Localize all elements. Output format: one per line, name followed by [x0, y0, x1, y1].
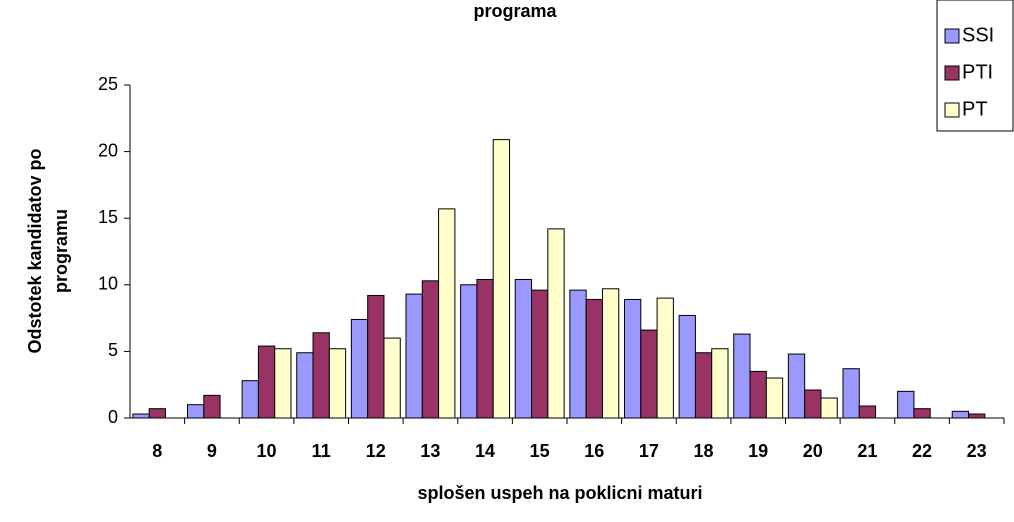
bar [765, 377, 784, 419]
bar [132, 413, 150, 419]
bar [711, 348, 729, 419]
legend-swatch [944, 65, 960, 81]
bar [787, 353, 806, 419]
legend-label: PT [962, 98, 988, 120]
x-tick-label: 9 [207, 441, 217, 461]
bar [186, 404, 205, 419]
bar [438, 208, 456, 419]
bar [585, 298, 603, 419]
bar [623, 298, 642, 419]
y-axis-label: Odstotek kandidatov po [25, 148, 45, 353]
bar [241, 380, 259, 419]
x-tick-label: 22 [912, 441, 932, 461]
bar [148, 408, 166, 419]
bar [405, 293, 423, 419]
bar [640, 329, 658, 419]
bar [678, 314, 696, 419]
bar [749, 370, 767, 419]
y-tick-label: 25 [98, 74, 118, 94]
x-tick-label: 14 [475, 441, 495, 461]
bar [820, 397, 838, 419]
bar [733, 333, 751, 419]
bar [514, 278, 533, 419]
bar [274, 348, 292, 419]
y-axis-label: programu [51, 209, 71, 293]
chart-title: programa [473, 1, 557, 21]
bar [460, 284, 478, 419]
legend-swatch [944, 102, 960, 118]
y-tick-label: 15 [98, 207, 118, 227]
y-tick-label: 20 [98, 140, 118, 160]
bar [296, 352, 314, 419]
bar [350, 318, 369, 419]
bar [328, 348, 347, 419]
legend-swatch [944, 28, 960, 44]
bar [492, 139, 511, 419]
x-tick-label: 23 [967, 441, 987, 461]
bar [476, 278, 494, 419]
bar [804, 389, 822, 419]
x-tick-label: 21 [857, 441, 877, 461]
legend-label: SSI [962, 24, 994, 46]
bar [312, 332, 330, 419]
bar [842, 368, 860, 419]
x-tick-label: 8 [152, 441, 162, 461]
bar [421, 280, 440, 419]
x-tick-label: 18 [694, 441, 714, 461]
x-tick-label: 15 [530, 441, 550, 461]
y-tick-label: 0 [108, 407, 118, 427]
x-tick-label: 17 [639, 441, 659, 461]
bar [897, 390, 915, 419]
bar [968, 413, 986, 419]
x-axis-label: splošen uspeh na poklicni maturi [417, 483, 702, 503]
bar [656, 297, 674, 419]
x-tick-label: 19 [748, 441, 768, 461]
x-tick-label: 20 [803, 441, 823, 461]
y-tick-label: 5 [108, 340, 118, 360]
bar [203, 394, 221, 419]
bar [547, 228, 565, 419]
x-tick-label: 12 [366, 441, 386, 461]
x-tick-label: 13 [420, 441, 440, 461]
bar [569, 289, 587, 419]
x-tick-label: 11 [312, 441, 331, 461]
y-tick-label: 10 [98, 274, 118, 294]
bar [383, 337, 401, 419]
legend-label: PTI [962, 61, 993, 83]
bar [913, 408, 931, 419]
x-tick-label: 16 [584, 441, 604, 461]
bar [951, 410, 970, 419]
x-tick-label: 10 [257, 441, 277, 461]
bar [694, 352, 713, 419]
bar [531, 289, 549, 419]
bar [858, 405, 877, 419]
bar [257, 345, 276, 419]
bar [367, 294, 385, 419]
bar [601, 288, 620, 419]
